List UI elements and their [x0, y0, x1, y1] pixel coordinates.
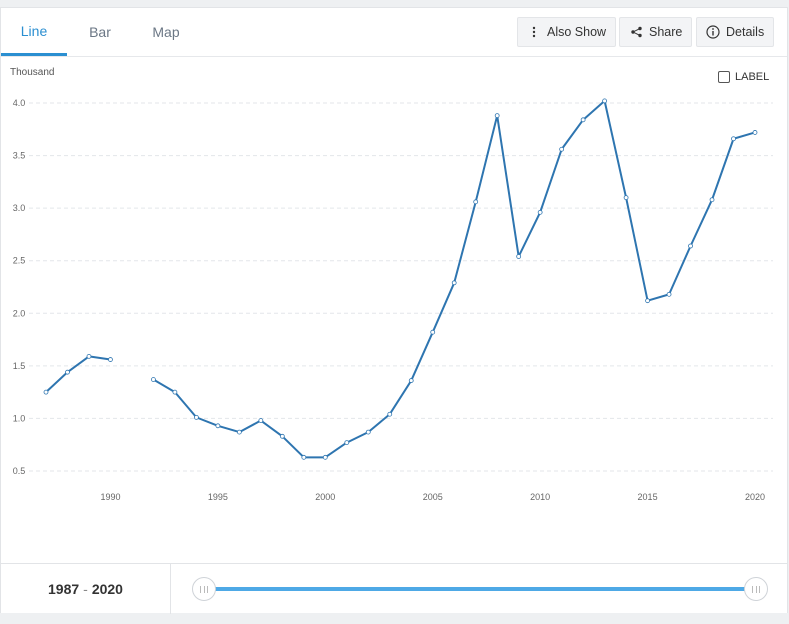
- data-point[interactable]: [537, 209, 543, 215]
- series-lines: [45, 99, 756, 459]
- data-point[interactable]: [65, 369, 70, 375]
- y-tick-label: 1.0: [13, 413, 26, 423]
- info-icon: [706, 25, 720, 39]
- data-point[interactable]: [408, 378, 414, 383]
- data-point[interactable]: [752, 130, 758, 135]
- x-tick-labels: 1990 1995 2000 2005 2010 2015 2020: [100, 492, 765, 502]
- data-point[interactable]: [43, 389, 49, 395]
- header-divider: [1, 56, 787, 57]
- data-point[interactable]: [559, 146, 565, 152]
- share-label: Share: [649, 25, 683, 39]
- y-tick-label: 4.0: [13, 98, 26, 108]
- details-label: Details: [726, 25, 765, 39]
- details-button[interactable]: Details: [696, 17, 775, 47]
- series-points: [43, 98, 758, 460]
- data-point[interactable]: [473, 199, 479, 205]
- data-point[interactable]: [731, 136, 736, 142]
- grip-icon: [752, 585, 760, 593]
- data-point[interactable]: [451, 280, 457, 286]
- y-tick-label: 3.0: [13, 203, 26, 213]
- label-checkbox[interactable]: LABEL: [718, 71, 769, 83]
- tab-line[interactable]: Line: [1, 8, 67, 56]
- data-point[interactable]: [709, 197, 715, 203]
- range-end: 2020: [91, 581, 123, 597]
- tab-map[interactable]: Map: [152, 24, 180, 40]
- range-start: 1987: [48, 581, 80, 597]
- checkbox-box[interactable]: [718, 71, 730, 83]
- data-point[interactable]: [108, 357, 113, 362]
- range-separator: -: [83, 581, 88, 597]
- line-chart: Thousand 0.51.01.52.02.53.03.54.0 1990 19…: [10, 67, 773, 502]
- y-tick-label: 3.5: [13, 151, 26, 161]
- x-tick-label: 2020: [745, 492, 765, 502]
- also-show-label: Also Show: [547, 25, 607, 39]
- x-tick-label: 1995: [208, 492, 228, 502]
- label-checkbox-text: LABEL: [735, 71, 770, 83]
- range-end-handle[interactable]: [744, 577, 768, 601]
- range-slider-track[interactable]: [201, 587, 756, 591]
- x-tick-label: 2005: [423, 492, 443, 502]
- share-button[interactable]: Share: [619, 17, 693, 47]
- data-point[interactable]: [602, 98, 608, 104]
- tab-bar[interactable]: Bar: [89, 24, 111, 40]
- data-point[interactable]: [666, 291, 672, 297]
- data-point[interactable]: [387, 411, 393, 417]
- data-point[interactable]: [344, 440, 350, 446]
- data-point[interactable]: [172, 389, 178, 395]
- data-point[interactable]: [645, 298, 650, 304]
- also-show-button[interactable]: Also Show: [517, 17, 617, 47]
- y-tick-label: 0.5: [13, 466, 26, 476]
- data-point[interactable]: [151, 377, 156, 382]
- data-point[interactable]: [688, 243, 693, 249]
- y-tick-label: 1.5: [13, 361, 26, 371]
- vertical-dots-icon: [527, 25, 541, 39]
- y-axis-unit-label: Thousand: [10, 67, 54, 78]
- data-point[interactable]: [430, 329, 436, 335]
- data-point[interactable]: [516, 254, 522, 259]
- range-label: 1987 - 2020: [1, 564, 171, 614]
- data-point[interactable]: [193, 414, 199, 420]
- y-tick-label: 2.0: [13, 308, 26, 318]
- data-point[interactable]: [623, 195, 629, 201]
- data-point[interactable]: [494, 113, 500, 119]
- x-tick-label: 2000: [315, 492, 335, 502]
- time-range-footer: 1987 - 2020: [1, 563, 787, 614]
- data-point[interactable]: [322, 454, 328, 460]
- y-tick-labels: 0.5 1.0 1.5 2.0 2.5 3.0 3.5 4.0: [13, 98, 26, 476]
- data-point[interactable]: [301, 454, 307, 460]
- series-line: [152, 99, 756, 459]
- data-point[interactable]: [258, 418, 264, 423]
- share-icon: [629, 25, 643, 39]
- data-point[interactable]: [86, 353, 92, 359]
- series-line: [45, 355, 111, 393]
- x-tick-label: 2015: [638, 492, 658, 502]
- chart-panel: Line Bar Map Also Show Share Details LAB…: [0, 7, 788, 614]
- x-tick-label: 1990: [100, 492, 120, 502]
- grip-icon: [200, 585, 208, 593]
- x-tick-label: 2010: [530, 492, 550, 502]
- data-point[interactable]: [215, 423, 221, 429]
- data-point[interactable]: [365, 429, 371, 435]
- data-point[interactable]: [236, 429, 242, 435]
- gridlines: [29, 102, 773, 472]
- range-start-handle[interactable]: [192, 577, 216, 601]
- y-tick-label: 2.5: [13, 256, 26, 266]
- view-tabs: Line Bar Map: [1, 8, 199, 56]
- data-point[interactable]: [580, 117, 586, 123]
- data-point[interactable]: [279, 433, 285, 439]
